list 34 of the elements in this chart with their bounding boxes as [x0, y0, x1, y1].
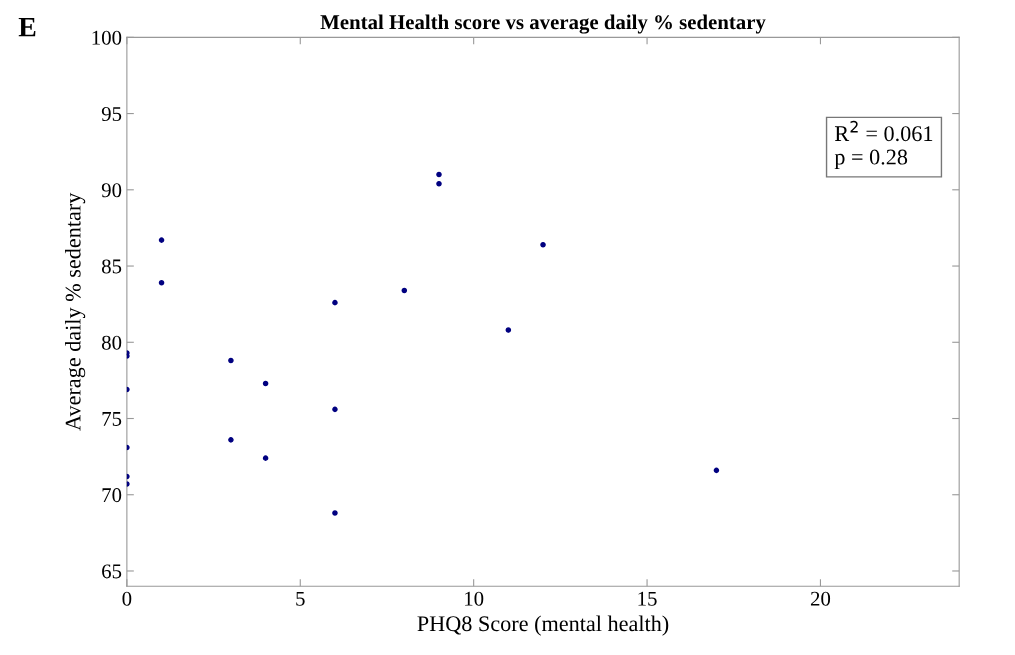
point — [158, 280, 165, 286]
y-tick-label: 70 — [102, 488, 122, 503]
point — [540, 241, 546, 248]
x-tick-label: 0 — [122, 591, 132, 606]
point — [158, 237, 165, 243]
point — [713, 467, 720, 474]
x-tick-label: 5 — [296, 591, 305, 606]
x-tick-label: 10 — [465, 591, 484, 606]
x-tick-label: 15 — [638, 591, 657, 606]
point — [126, 481, 130, 487]
point — [332, 406, 338, 413]
x-axis-title: PHQ8 Score (mental health) — [417, 615, 669, 636]
annotation: R$^{2}$ = 0.061 p = 0.28 — [834, 120, 933, 170]
point — [505, 327, 512, 333]
point — [262, 380, 269, 387]
y-tick-label: 65 — [102, 564, 122, 579]
point — [401, 287, 408, 294]
text: E — [18, 17, 36, 37]
y-axis-title: Average daily % sedentary — [64, 192, 86, 431]
point — [436, 171, 442, 178]
y-tick-label: 100 — [92, 30, 122, 45]
point — [228, 437, 234, 443]
y-tick-label: 90 — [101, 183, 122, 198]
point — [262, 455, 269, 461]
point — [436, 180, 442, 187]
chart-title: Mental Health score vs average daily % sedentary — [320, 14, 766, 34]
point — [228, 357, 234, 364]
point — [332, 510, 338, 516]
y-tick-label: 85 — [101, 259, 122, 274]
y-tick-label: 80 — [101, 335, 122, 350]
point — [332, 299, 338, 306]
y-tick-label: 95 — [101, 107, 122, 121]
x-tick-label: 20 — [810, 591, 831, 606]
y-tick-label: 75 — [102, 412, 122, 426]
